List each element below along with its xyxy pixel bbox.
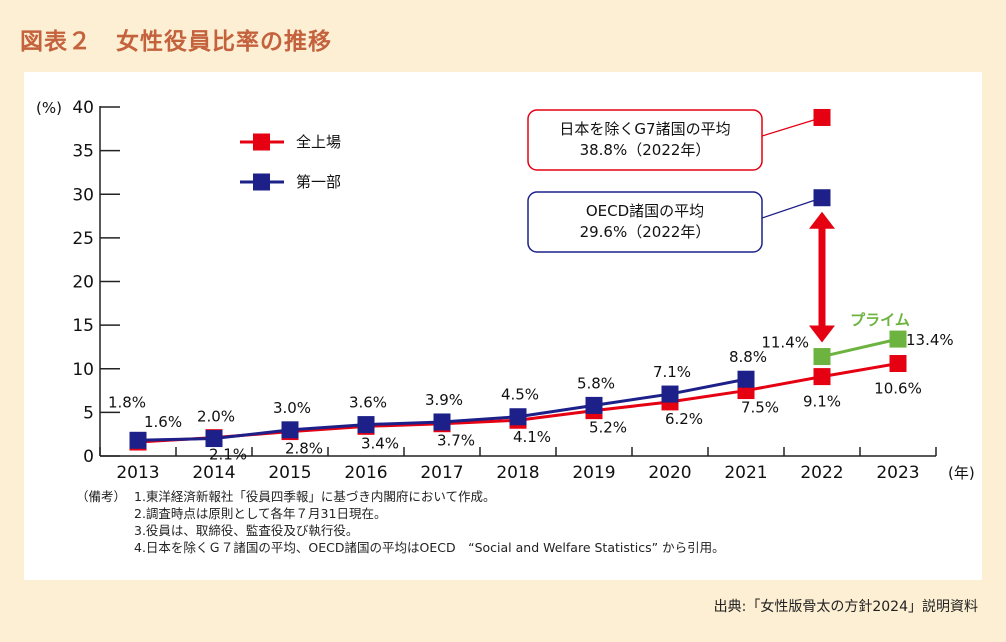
y-tick-label: 30 (72, 185, 94, 205)
data-label: 3.4% (361, 434, 399, 452)
data-label: 3.6% (349, 394, 387, 412)
y-tick-label: 10 (72, 360, 94, 380)
y-tick-label: 5 (83, 403, 94, 423)
data-label: 2.8% (285, 440, 323, 458)
data-label: 4.1% (513, 428, 551, 446)
note-item: 1.東洋経済新報社「役員四季報」に基づき内閣府において作成。 (134, 489, 496, 504)
data-point (205, 430, 223, 448)
reference-point (813, 108, 831, 126)
data-point (281, 421, 299, 439)
notes-heading: （備考） (76, 489, 127, 504)
data-point (813, 368, 831, 386)
gap-arrow-head-down (809, 325, 835, 343)
x-tick-label: 2013 (116, 463, 159, 483)
x-tick-label: 2023 (876, 463, 919, 483)
y-tick-label: 40 (72, 98, 94, 118)
data-label: 2.1% (209, 446, 247, 464)
data-label: 10.6% (874, 380, 922, 398)
x-tick-label: 2014 (192, 463, 235, 483)
data-label: 6.2% (665, 410, 703, 428)
note-item: 2.調査時点は原則として各年７月31日現在。 (134, 506, 387, 521)
reference-point (813, 189, 831, 207)
gap-arrow-head-up (809, 211, 835, 229)
data-point (661, 385, 679, 403)
data-label: 13.4% (906, 331, 954, 349)
data-label: 5.8% (577, 374, 615, 392)
x-tick-label: 2016 (344, 463, 387, 483)
legend-marker (253, 173, 270, 191)
x-tick-label: 2021 (724, 463, 767, 483)
legend-label: 第一部 (296, 173, 341, 191)
series-line (821, 337, 899, 358)
note-item: 4.日本を除くＧ７諸国の平均、OECD諸国の平均はOECD “Social an… (134, 540, 725, 555)
x-tick-label: 2015 (268, 463, 311, 483)
y-tick-label: 20 (72, 273, 94, 293)
y-tick-label: 15 (72, 316, 94, 336)
x-tick-label: 2020 (648, 463, 691, 483)
data-point (433, 413, 451, 431)
data-point (357, 416, 375, 434)
data-label: 2.0% (197, 408, 235, 426)
data-label: 11.4% (761, 334, 809, 352)
callout-title: OECD諸国の平均 (586, 202, 704, 220)
callout-leader (761, 116, 823, 137)
callout-value: 38.8%（2022年） (580, 141, 711, 159)
figure-title: 図表２ 女性役員比率の推移 (20, 29, 332, 55)
callout-title: 日本を除くG7諸国の平均 (559, 120, 730, 138)
legend-marker (253, 133, 270, 151)
data-label: 5.2% (589, 419, 627, 437)
callout-leader (761, 197, 823, 219)
callout-value: 29.6%（2022年） (580, 223, 711, 241)
source-citation: 出典:「女性版骨太の方針2024」説明資料 (713, 599, 978, 615)
data-label: 1.8% (108, 393, 146, 411)
callout-box (527, 191, 763, 253)
data-label: 4.5% (501, 386, 539, 404)
x-tick-label: 2019 (572, 463, 615, 483)
y-tick-label: 35 (72, 142, 94, 162)
data-label: 7.5% (741, 399, 779, 417)
y-tick-label: 0 (83, 447, 94, 467)
note-item: 3.役員は、取締役、監査役及び執行役。 (134, 523, 359, 538)
data-label: 7.1% (653, 363, 691, 381)
data-label: 3.7% (437, 432, 475, 450)
x-axis-unit: (年) (948, 464, 975, 482)
data-point (585, 396, 603, 414)
data-label: 3.0% (273, 399, 311, 417)
data-point (509, 408, 527, 426)
x-tick-label: 2017 (420, 463, 463, 483)
callout-box (527, 109, 763, 171)
x-tick-label: 2018 (496, 463, 539, 483)
data-label: 1.6% (144, 413, 182, 431)
y-tick-label: 25 (72, 229, 94, 249)
data-point (737, 370, 755, 388)
legend-label: 全上場 (296, 133, 341, 151)
notes: （備考） 1.東洋経済新報社「役員四季報」に基づき内閣府において作成。 2.調査… (76, 488, 725, 556)
data-point (129, 431, 147, 449)
x-tick-label: 2022 (800, 463, 843, 483)
data-point (813, 348, 831, 366)
data-label: 3.9% (425, 391, 463, 409)
series-label-prime: プライム (850, 311, 910, 329)
data-point (889, 330, 907, 348)
data-point (889, 355, 907, 373)
y-axis-unit: (%) (36, 99, 62, 117)
data-label: 9.1% (803, 393, 841, 411)
data-label: 8.8% (729, 348, 767, 366)
